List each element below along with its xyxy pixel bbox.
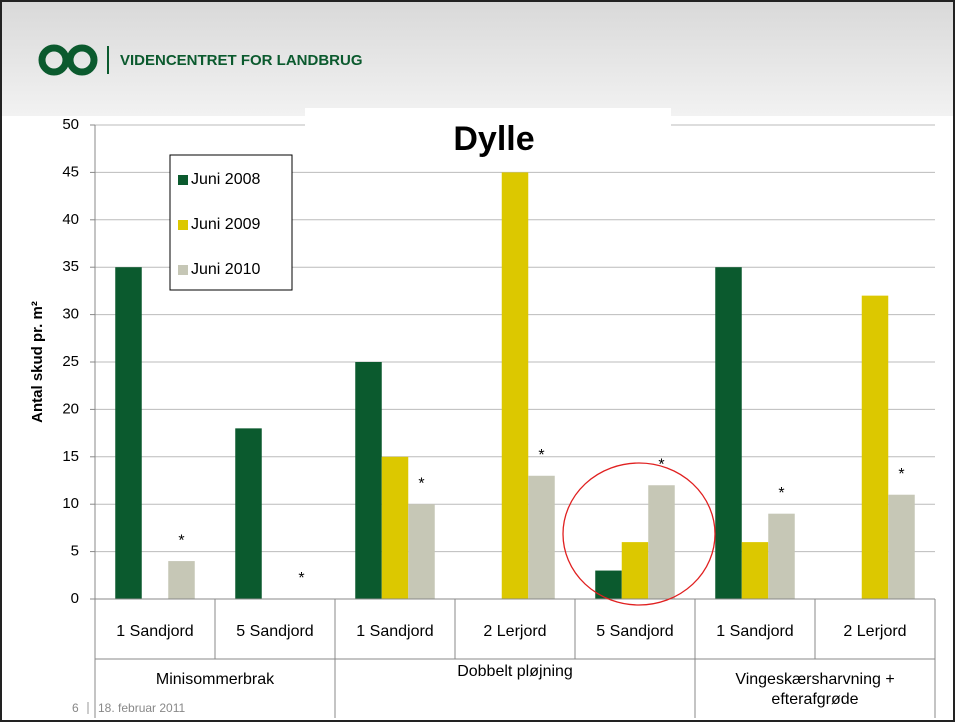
legend-box [169, 154, 293, 291]
bar [235, 428, 262, 599]
bar [408, 504, 435, 599]
x-tick-label: 1 Sandjord [716, 623, 793, 640]
bar-marker: * [658, 456, 664, 473]
bar [768, 513, 795, 599]
bar-marker: * [178, 532, 184, 549]
bar [168, 561, 195, 599]
x-tick-label: 5 Sandjord [236, 623, 313, 640]
bar [741, 542, 769, 599]
bar [115, 267, 142, 599]
legend-label: Juni 2010 [191, 261, 260, 278]
y-tick-label: 50 [62, 116, 79, 133]
bar [501, 172, 529, 599]
y-tick-label: 15 [62, 448, 79, 465]
logo-text: VIDENCENTRET FOR LANDBRUG [120, 52, 363, 69]
bar-marker: * [298, 570, 304, 587]
legend-label: Juni 2008 [191, 171, 260, 188]
header-band [2, 2, 953, 116]
legend-swatch [178, 265, 188, 275]
chart-title: Dylle [453, 120, 534, 158]
y-tick-label: 45 [62, 163, 79, 180]
y-tick-label: 30 [62, 306, 79, 323]
bar [888, 494, 915, 599]
bar [381, 456, 409, 599]
x-tick-label: 5 Sandjord [596, 623, 673, 640]
bar-marker: * [778, 485, 784, 502]
logo [38, 44, 109, 76]
bar [861, 295, 889, 599]
y-tick-label: 10 [62, 495, 79, 512]
highlight-circle [562, 462, 716, 606]
legend-swatch [178, 175, 188, 185]
group-label: Minisommerbrak [155, 671, 275, 688]
x-tick-label: 1 Sandjord [356, 623, 433, 640]
group-label: Dobbelt pløjning [457, 663, 573, 680]
y-tick-label: 40 [62, 211, 79, 228]
bar [621, 542, 649, 599]
bar-marker: * [898, 466, 904, 483]
group-label: Vingeskærsharvning + efterafgrøde [735, 671, 895, 708]
footer-date: 18. februar 2011 [98, 701, 186, 715]
x-tick-label: 1 Sandjord [116, 623, 193, 640]
legend-label: Juni 2009 [191, 216, 260, 233]
bar [648, 485, 675, 599]
footer-page: 6 [72, 701, 79, 715]
y-tick-label: 20 [62, 400, 79, 417]
bar-marker: * [418, 475, 424, 492]
y-tick-label: 0 [71, 590, 79, 607]
bar [715, 267, 742, 599]
bar-marker: * [538, 447, 544, 464]
bar [528, 475, 555, 599]
bar [355, 362, 382, 599]
x-tick-label: 2 Lerjord [483, 623, 546, 640]
y-axis-label: Antal skud pr. m² [29, 301, 46, 423]
y-tick-label: 5 [71, 543, 79, 560]
legend-swatch [178, 220, 188, 230]
title-box [305, 108, 671, 160]
y-tick-label: 25 [62, 353, 79, 370]
y-tick-label: 35 [62, 258, 79, 275]
x-tick-label: 2 Lerjord [843, 623, 906, 640]
